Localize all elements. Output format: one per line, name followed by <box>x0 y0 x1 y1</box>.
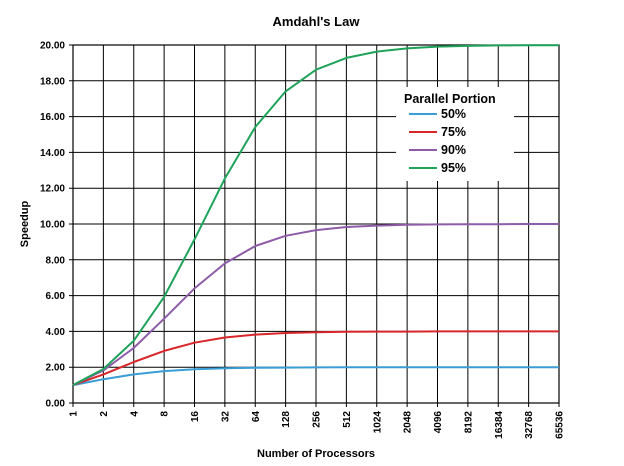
x-tick-label: 16384 <box>494 411 505 439</box>
x-tick-label: 65536 <box>555 411 566 439</box>
y-tick-label: 6.00 <box>46 291 66 302</box>
y-axis-label: Speedup <box>19 200 31 247</box>
x-tick-label: 2048 <box>403 411 414 434</box>
legend-box <box>396 87 514 181</box>
series-line-75pct <box>72 330 559 387</box>
series-line-50pct <box>72 366 559 387</box>
x-tick-label: 32 <box>220 411 231 423</box>
y-tick-label: 8.00 <box>46 255 66 266</box>
x-axis-label: Number of Processors <box>257 448 375 460</box>
x-tick-label: 32768 <box>524 411 535 439</box>
series-line-90pct <box>72 223 559 387</box>
legend-entry-label: 75% <box>441 125 466 139</box>
x-tick-label: 1 <box>69 411 80 417</box>
y-tick-label: 0.00 <box>46 399 66 410</box>
legend-entry-label: 50% <box>441 107 466 121</box>
y-tick-label: 14.00 <box>40 148 65 159</box>
legend: Parallel Portion 50% 75% 90% 95% <box>396 87 514 181</box>
y-tick-label: 18.00 <box>40 76 65 87</box>
y-tick-label: 12.00 <box>40 184 65 195</box>
x-tick-label: 4096 <box>433 411 444 434</box>
series-line-95pct <box>72 44 559 386</box>
x-tick-label: 4 <box>129 411 140 417</box>
y-tick-label: 10.00 <box>40 220 65 231</box>
chart-title: Amdahl's Law <box>273 14 361 29</box>
x-axis-ticks: 1 2 4 8 16 32 64 128 256 512 1024 2048 4096 8192 16384… <box>69 411 566 439</box>
legend-entry-label: 95% <box>441 161 466 175</box>
x-tick-label: 256 <box>312 411 323 428</box>
x-tick-label: 2 <box>99 411 110 417</box>
legend-title: Parallel Portion <box>404 92 496 106</box>
legend-items: 50% 75% 90% 95% <box>409 107 466 175</box>
y-tick-label: 4.00 <box>46 327 66 338</box>
x-tick-label: 512 <box>342 411 353 428</box>
x-tick-label: 8192 <box>463 411 474 434</box>
legend-entry-label: 90% <box>441 143 466 157</box>
series-lines <box>72 44 559 387</box>
y-tick-label: 2.00 <box>46 363 66 374</box>
x-tick-label: 8 <box>160 411 171 417</box>
x-tick-label: 16 <box>190 411 201 423</box>
x-tick-label: 1024 <box>372 411 383 434</box>
y-tick-label: 16.00 <box>40 112 65 123</box>
y-axis-ticks: 0.00 2.00 4.00 6.00 8.00 10.00 12.00 14.00 16.00… <box>40 41 65 410</box>
x-tick-label: 64 <box>251 411 262 423</box>
x-tick-label: 128 <box>281 411 292 428</box>
y-tick-label: 20.00 <box>40 41 65 52</box>
